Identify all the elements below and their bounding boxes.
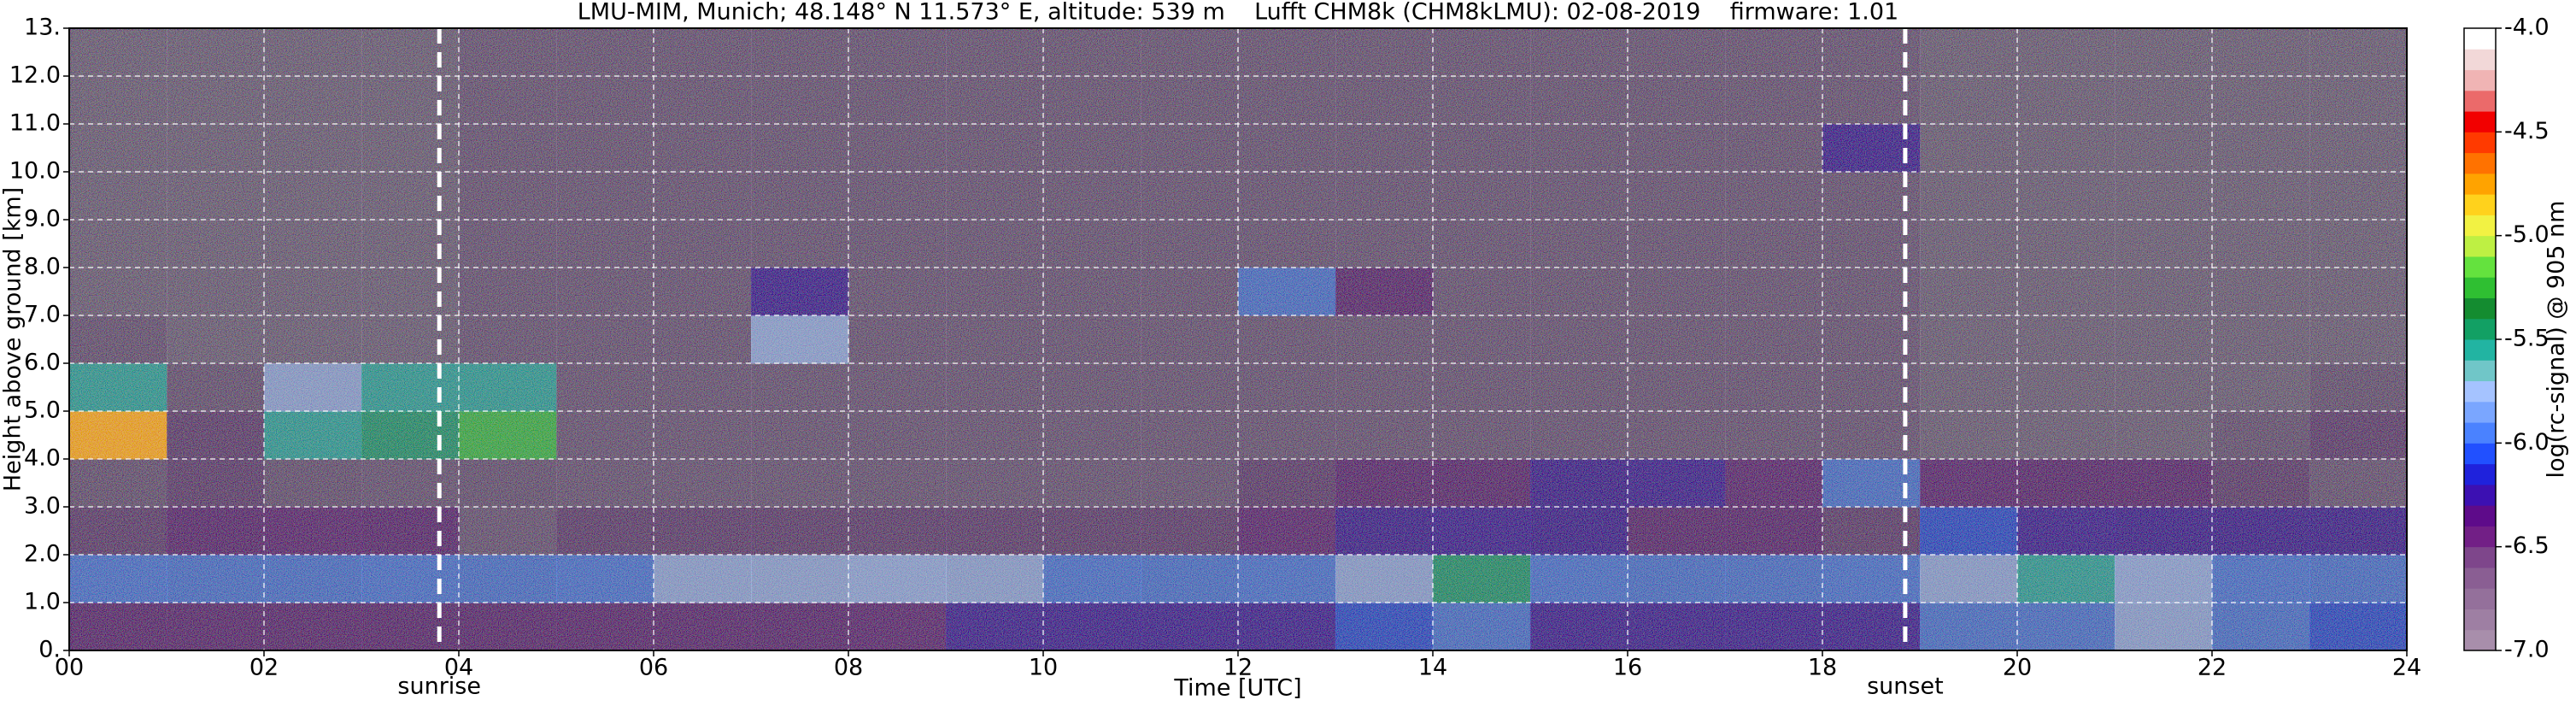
colorbar-tick-label: -7.0 xyxy=(2504,637,2550,663)
colorbar-swatch xyxy=(2464,609,2496,631)
colorbar-swatch xyxy=(2464,339,2496,361)
x-tick-label: 12 xyxy=(1223,655,1253,681)
colorbar-tick-label: -6.5 xyxy=(2504,532,2550,559)
x-tick-label: 22 xyxy=(2198,655,2227,681)
colorbar-swatch xyxy=(2464,567,2496,589)
x-tick-label: 08 xyxy=(834,655,863,681)
colorbar-swatch xyxy=(2464,629,2496,651)
chart-title: LMU-MIM, Munich; 48.148° N 11.573° E, al… xyxy=(578,0,1898,26)
colorbar-swatch xyxy=(2464,152,2496,174)
y-axis-label: Height above ground [km] xyxy=(0,187,26,491)
x-tick-label: 14 xyxy=(1418,655,1447,681)
x-tick-label: 04 xyxy=(444,655,473,681)
overlay: 0. 1.0 2.0 3.0 4.0 5.0 6.0 7.0 8.0 9.0 10.0 11.0 12.… xyxy=(9,15,2421,700)
x-tick-label: 06 xyxy=(639,655,668,681)
colorbar-swatch xyxy=(2464,49,2496,71)
colorbar-swatch xyxy=(2464,401,2496,423)
colorbar-swatch xyxy=(2464,380,2496,403)
colorbar-swatch xyxy=(2464,546,2496,568)
colorbar-swatch xyxy=(2464,256,2496,278)
colorbar-swatch xyxy=(2464,484,2496,506)
colorbar-swatch xyxy=(2464,235,2496,257)
colorbar-swatch xyxy=(2464,526,2496,548)
colorbar-swatch xyxy=(2464,173,2496,195)
colorbar-tick-label: -6.0 xyxy=(2504,429,2550,456)
colorbar-label: log(rc-signal) @ 905 nm xyxy=(2544,201,2570,479)
x-tick-label: 24 xyxy=(2392,655,2421,681)
y-tick-label: 2.0 xyxy=(24,541,61,568)
y-tick-label: 7.0 xyxy=(24,302,61,328)
y-tick-label: 10.0 xyxy=(9,158,61,185)
colorbar-swatch xyxy=(2464,297,2496,320)
x-tick-label: 00 xyxy=(55,655,84,681)
colorbar-tick-label: -5.5 xyxy=(2504,326,2550,352)
colorbar-swatch xyxy=(2464,28,2496,50)
colorbar-swatch xyxy=(2464,277,2496,298)
x-tick-label: 20 xyxy=(2003,655,2032,681)
colorbar-swatch xyxy=(2464,505,2496,527)
colorbar-tick-label: -5.0 xyxy=(2504,221,2550,248)
colorbar-swatch xyxy=(2464,318,2496,340)
y-tick-label: 4.0 xyxy=(24,445,61,472)
colorbar-swatch xyxy=(2464,90,2496,112)
colorbar-swatch xyxy=(2464,69,2496,91)
colorbar-tick-label: -4.5 xyxy=(2504,118,2550,144)
x-tick-label: 02 xyxy=(249,655,279,681)
x-tick-label: 18 xyxy=(1808,655,1837,681)
annotation-label: sunset xyxy=(1867,674,1944,700)
colorbar-swatch xyxy=(2464,463,2496,485)
y-tick-label: 0. xyxy=(38,637,61,663)
plot-frame xyxy=(68,27,2408,651)
y-tick-label: 13. xyxy=(24,15,61,41)
colorbar-swatch xyxy=(2464,132,2496,154)
x-axis-label: Time [UTC] xyxy=(1173,675,1301,702)
colorbar-swatch xyxy=(2464,194,2496,215)
colorbar-swatch xyxy=(2464,443,2496,465)
y-tick-label: 8.0 xyxy=(24,254,61,280)
colorbar-swatch xyxy=(2464,215,2496,237)
colorbar-swatch xyxy=(2464,422,2496,444)
y-tick-label: 11.0 xyxy=(9,110,61,137)
colorbar-swatch xyxy=(2464,360,2496,382)
colorbar-swatch xyxy=(2464,588,2496,609)
colorbar-swatch xyxy=(2464,111,2496,132)
y-tick-label: 3.0 xyxy=(24,493,61,520)
annotation-label: sunrise xyxy=(397,674,481,700)
y-tick-label: 6.0 xyxy=(24,350,61,376)
y-tick-label: 1.0 xyxy=(24,589,61,615)
y-tick-label: 12.0 xyxy=(9,62,61,89)
x-tick-label: 16 xyxy=(1613,655,1642,681)
y-tick-label: 9.0 xyxy=(24,206,61,232)
x-tick-label: 10 xyxy=(1029,655,1058,681)
colorbar-tick-label: -4.0 xyxy=(2504,15,2550,41)
y-tick-label: 5.0 xyxy=(24,397,61,424)
